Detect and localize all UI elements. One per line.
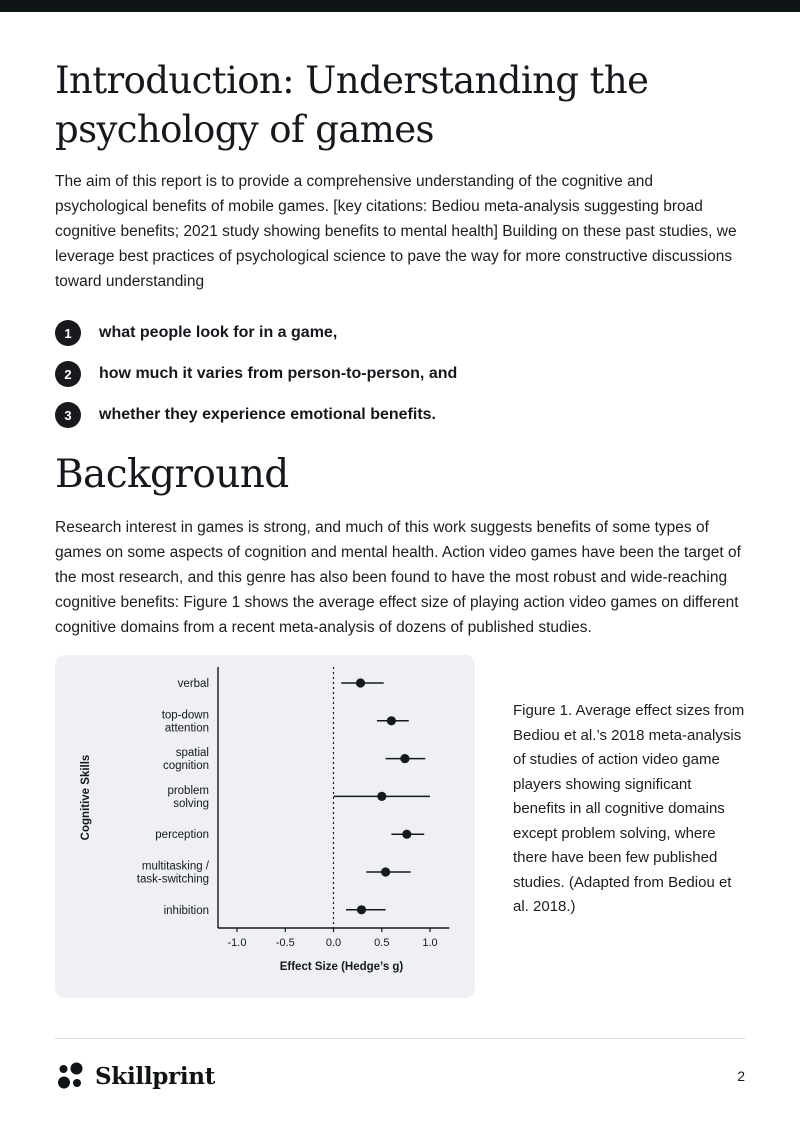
intro-paragraph: The aim of this report is to provide a c… bbox=[55, 173, 737, 290]
forest-plot: -1.0 -0.5 0.0 0.5 1.0 verbal top-down attention… bbox=[55, 655, 475, 998]
list-item-text: how much it varies from person-to-person… bbox=[99, 365, 458, 382]
svg-text:0.5: 0.5 bbox=[374, 937, 389, 949]
brand-name: Skillprint bbox=[95, 1062, 216, 1090]
svg-text:0.0: 0.0 bbox=[326, 937, 341, 949]
list-item: 2 how much it varies from person-to-perso… bbox=[55, 361, 745, 387]
list-item-number-badge: 3 bbox=[55, 402, 81, 428]
skillprint-logo-icon bbox=[58, 1062, 83, 1089]
list-item: 1 what people look for in a game, bbox=[55, 320, 745, 346]
intro-title: Introduction: Understanding the psycholo… bbox=[55, 59, 649, 151]
list-item: 3 whether they experience emotional benef… bbox=[55, 402, 745, 428]
svg-text:problem: problem bbox=[167, 785, 209, 797]
svg-text:cognition: cognition bbox=[163, 760, 209, 772]
svg-text:top-down: top-down bbox=[162, 709, 209, 721]
figure-1: -1.0 -0.5 0.0 0.5 1.0 verbal top-down attention… bbox=[55, 655, 745, 998]
svg-text:-1.0: -1.0 bbox=[228, 937, 247, 949]
svg-text:attention: attention bbox=[165, 722, 209, 734]
svg-text:1.0: 1.0 bbox=[422, 937, 437, 949]
footer-divider bbox=[55, 1038, 745, 1039]
svg-text:Effect Size (Hedge’s g): Effect Size (Hedge’s g) bbox=[280, 961, 404, 973]
figure-caption: Figure 1. Average effect sizes from Bedi… bbox=[513, 702, 745, 915]
numbered-list: 1 what people look for in a game, 2 how muc… bbox=[55, 320, 745, 428]
footer: Skillprint 2 bbox=[55, 1038, 745, 1091]
page-content: Introduction: Understanding the psycholo… bbox=[0, 56, 800, 998]
background-title: Background bbox=[55, 452, 289, 497]
top-accent-bar bbox=[0, 0, 800, 12]
page-number: 2 bbox=[737, 1068, 745, 1084]
list-item-number-badge: 1 bbox=[55, 320, 81, 346]
svg-text:spatial: spatial bbox=[176, 747, 209, 759]
list-item-text: what people look for in a game, bbox=[99, 324, 338, 341]
svg-text:verbal: verbal bbox=[178, 678, 209, 690]
list-item-text: whether they experience emotional benefi… bbox=[99, 406, 436, 423]
svg-text:solving: solving bbox=[173, 798, 209, 810]
svg-text:perception: perception bbox=[155, 829, 209, 841]
svg-text:task-switching: task-switching bbox=[137, 874, 209, 886]
brand-logo: Skillprint bbox=[55, 1061, 215, 1091]
svg-text:multitasking /: multitasking / bbox=[142, 861, 210, 873]
svg-text:inhibition: inhibition bbox=[164, 905, 209, 917]
svg-text:Cognitive Skills: Cognitive Skills bbox=[80, 755, 92, 841]
figure-panel: -1.0 -0.5 0.0 0.5 1.0 verbal top-down attention… bbox=[55, 655, 475, 998]
svg-text:-0.5: -0.5 bbox=[276, 937, 295, 949]
background-paragraph: Research interest in games is strong, an… bbox=[55, 519, 741, 636]
list-item-number-badge: 2 bbox=[55, 361, 81, 387]
